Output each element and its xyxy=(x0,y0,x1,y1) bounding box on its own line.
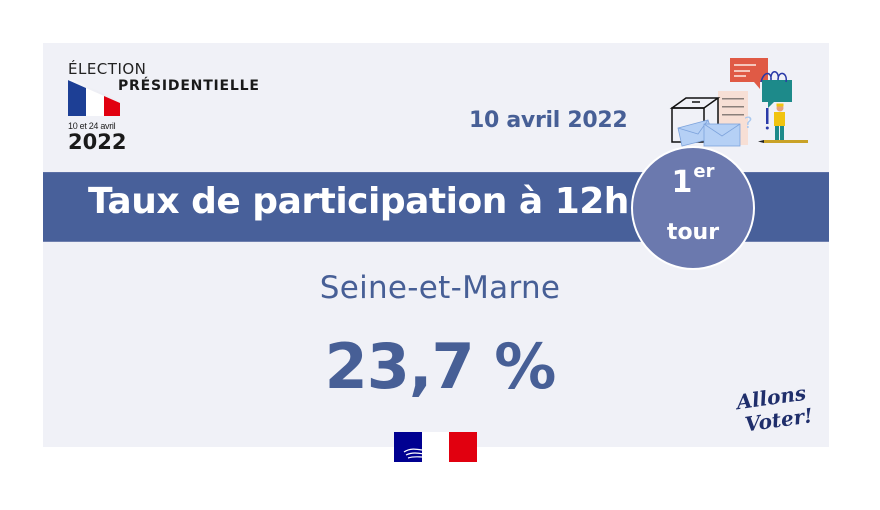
round-suffix: er xyxy=(693,161,715,182)
round-number-value: 1 xyxy=(671,165,693,200)
logo-line2: PRÉSIDENTIELLE xyxy=(118,78,260,94)
election-logo: ÉLECTION PRÉSIDENTIELLE 10 et 24 avril 2… xyxy=(66,58,266,158)
svg-text:?: ? xyxy=(744,113,753,132)
election-date: 10 avril 2022 xyxy=(469,108,628,133)
voting-illustration-icon: ? xyxy=(669,58,808,147)
french-flag-icon xyxy=(68,80,120,116)
department-name: Seine-et-Marne xyxy=(319,270,561,306)
round-word: tour xyxy=(666,220,720,245)
round-badge: 1er tour xyxy=(631,146,755,270)
marianne-logo-icon xyxy=(394,432,477,462)
turnout-rate: 23,7 % xyxy=(324,330,557,403)
banner-title: Taux de participation à 12h xyxy=(88,181,629,222)
logo-year: 2022 xyxy=(68,130,127,154)
logo-line1: ÉLECTION xyxy=(68,60,147,78)
allons-voter-logo: Allons Voter! xyxy=(735,382,814,432)
round-number: 1er xyxy=(633,161,753,200)
logo-dates: 10 et 24 avril xyxy=(68,121,116,131)
